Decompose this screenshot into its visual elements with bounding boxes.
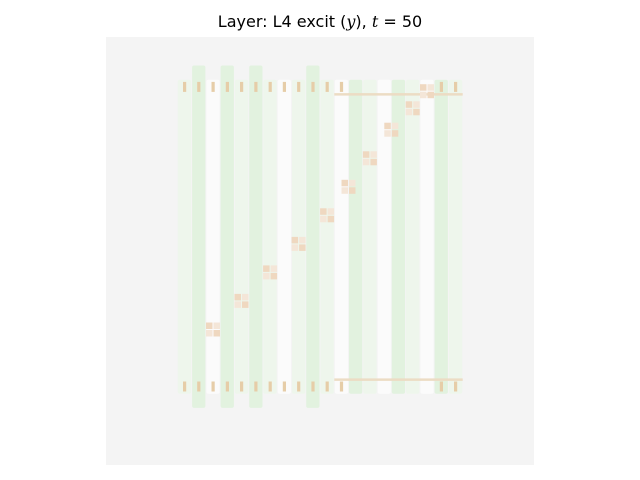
heatmap-column-10	[249, 65, 263, 408]
heatmap-edge-mark-1-7	[211, 381, 215, 392]
heatmap-guide-line-0	[334, 93, 463, 96]
heatmap-diagonal-cell-5-a	[341, 179, 348, 187]
heatmap-column-24	[448, 79, 463, 394]
heatmap-diagonal-cell-3-a	[291, 236, 299, 244]
heatmap-background	[106, 37, 534, 465]
heatmap-diagonal-cell-0-a	[206, 322, 213, 329]
heatmap-diagonal-cell-4-b	[327, 208, 335, 215]
heatmap-edge-mark-0-6	[197, 81, 201, 92]
heatmap-diagonal-cell-9-c	[420, 91, 427, 99]
heatmap-diagonal-cell-6-c	[362, 158, 370, 166]
heatmap-column-23	[434, 79, 448, 394]
heatmap-column-12	[277, 79, 291, 394]
title-variable: y	[346, 12, 356, 31]
heatmap-diagonal-cell-5-b	[349, 179, 356, 187]
heatmap-diagonal-cell-6-a	[362, 151, 370, 158]
heatmap-diagonal-cell-7-a	[384, 122, 391, 130]
heatmap-diagonal-cell-8-d	[413, 108, 420, 116]
heatmap-guide-line-1	[334, 378, 463, 381]
heatmap-diagonal-cell-1-c	[234, 301, 241, 308]
heatmap-edge-mark-1-13	[297, 381, 301, 392]
heatmap-cells	[177, 65, 463, 408]
heatmap-edge-mark-0-23	[439, 81, 443, 92]
heatmap-diagonal-cell-6-b	[370, 151, 377, 158]
chart-title: Layer: L4 excit (y), t = 50	[0, 12, 640, 31]
heatmap-column-18	[363, 79, 377, 394]
heatmap-column-14	[306, 65, 320, 408]
title-prefix: Layer: L4 excit (	[217, 12, 347, 31]
heatmap-diagonal-cell-0-c	[206, 330, 213, 337]
heatmap-edge-mark-1-9	[240, 381, 244, 392]
heatmap-edge-mark-1-11	[268, 381, 272, 392]
heatmap-diagonal-cell-1-d	[242, 301, 249, 308]
heatmap-column-22	[420, 79, 434, 394]
heatmap-edge-mark-1-5	[183, 381, 187, 392]
heatmap-column-17	[349, 79, 363, 394]
heatmap-diagonal-cell-0-d	[213, 330, 220, 337]
heatmap-edge-mark-0-13	[297, 81, 301, 92]
heatmap-diagonal-cell-7-b	[391, 122, 399, 130]
heatmap-diagonal-cell-9-d	[427, 91, 434, 99]
heatmap-column-16	[334, 79, 349, 394]
heatmap-edge-mark-1-8	[225, 381, 229, 392]
heatmap-edge-mark-1-6	[197, 381, 201, 392]
heatmap-edge-mark-1-10	[254, 381, 258, 392]
heatmap-column-19	[377, 79, 391, 394]
heatmap-column-21	[406, 79, 420, 394]
heatmap-edge-mark-1-14	[311, 381, 315, 392]
heatmap-diagonal-cell-7-d	[391, 130, 399, 137]
heatmap-diagonal-cell-3-b	[299, 236, 306, 244]
heatmap-diagonal-cell-2-a	[263, 265, 270, 272]
heatmap-diagonal-cell-1-b	[242, 293, 249, 301]
heatmap-edge-mark-1-24	[454, 381, 458, 392]
heatmap-diagonal-cell-3-d	[299, 244, 306, 251]
heatmap-diagonal-cell-1-a	[234, 293, 241, 301]
heatmap-column-20	[391, 79, 406, 394]
heatmap-diagonal-cell-8-b	[413, 101, 420, 108]
heatmap-diagonal-cell-4-c	[320, 215, 327, 223]
heatmap-edge-mark-1-23	[439, 381, 443, 392]
heatmap-diagonal-cell-3-c	[291, 244, 299, 251]
heatmap-diagonal-cell-4-d	[327, 215, 335, 223]
heatmap-diagonal-cell-2-b	[270, 265, 278, 272]
heatmap-edge-mark-0-14	[311, 81, 315, 92]
heatmap-column-13	[292, 79, 306, 394]
heatmap-diagonal-cell-7-c	[384, 130, 391, 137]
heatmap-edge-mark-0-8	[225, 81, 229, 92]
heatmap-diagonal-cell-4-a	[320, 208, 327, 215]
heatmap-column-11	[263, 79, 277, 394]
heatmap-diagonal-cell-9-a	[420, 84, 427, 91]
heatmap-diagonal-cell-8-a	[405, 101, 413, 108]
heatmap-diagonal-cell-5-c	[341, 187, 348, 194]
heatmap-edge-mark-0-7	[211, 81, 215, 92]
heatmap-column-15	[320, 79, 334, 394]
heatmap-edge-mark-0-10	[254, 81, 258, 92]
heatmap-edge-mark-0-5	[183, 81, 187, 92]
heatmap-edge-mark-0-24	[454, 81, 458, 92]
heatmap-column-8	[220, 65, 234, 408]
heatmap-edge-mark-0-12	[282, 81, 286, 92]
heatmap-diagonal-cell-8-c	[405, 108, 413, 116]
heatmap-diagonal-cell-6-d	[370, 158, 377, 166]
heatmap-column-6	[192, 65, 206, 408]
heatmap-edge-mark-1-16	[339, 381, 344, 392]
heatmap-edge-mark-0-11	[268, 81, 272, 92]
heatmap-column-7	[206, 79, 220, 394]
heatmap-edge-mark-1-15	[325, 381, 329, 392]
title-time-value: = 50	[378, 12, 423, 31]
heatmap-edge-mark-0-15	[325, 81, 329, 92]
heatmap-diagonal-cell-5-d	[349, 187, 356, 194]
heatmap-edge-mark-1-12	[282, 381, 286, 392]
heatmap-edge-mark-0-9	[240, 81, 244, 92]
title-time-symbol: t	[371, 12, 379, 31]
title-mid: ),	[355, 12, 372, 31]
heatmap-column-5	[177, 79, 192, 394]
heatmap-diagonal-cell-2-c	[263, 272, 270, 280]
heatmap-diagonal-cell-2-d	[270, 272, 278, 280]
heatmap-edge-mark-0-16	[339, 81, 344, 92]
heatmap-diagonal-cell-9-b	[427, 84, 434, 91]
heatmap-diagonal-cell-0-b	[213, 322, 220, 329]
heatmap-column-9	[234, 79, 249, 394]
